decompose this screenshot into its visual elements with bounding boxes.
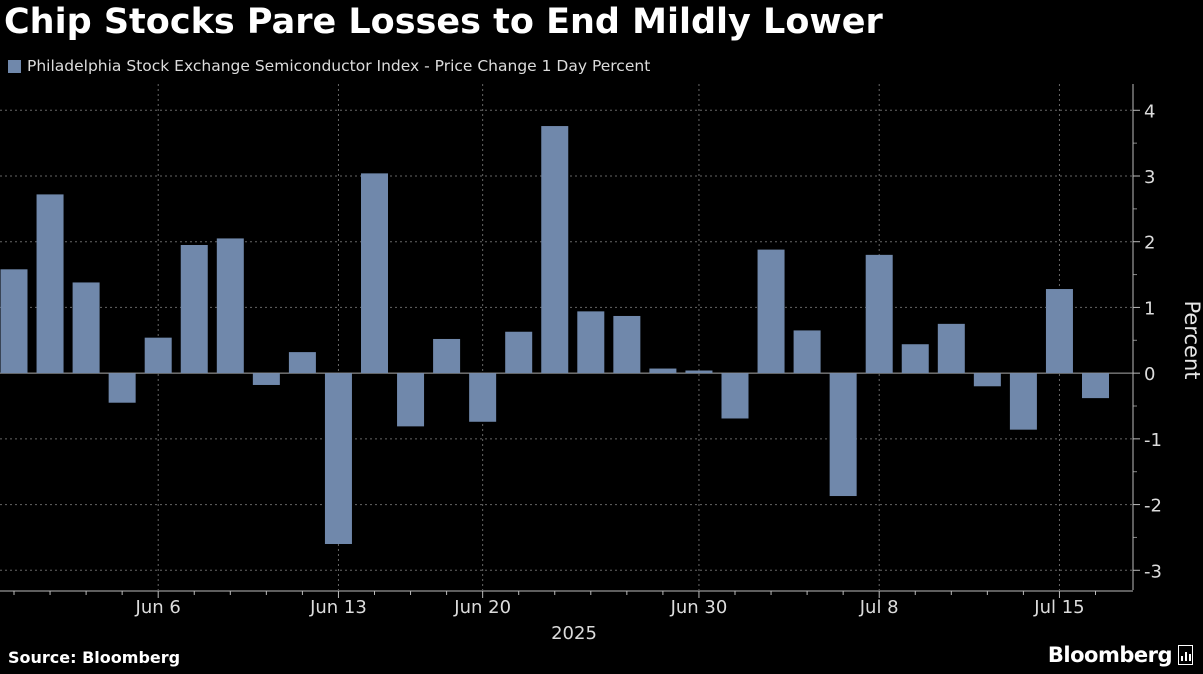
brand-name: Bloomberg bbox=[1047, 643, 1173, 667]
bloomberg-logo: Bloomberg bbox=[1048, 643, 1193, 667]
bar bbox=[1009, 373, 1037, 430]
y-tick-label: 0 bbox=[1144, 364, 1155, 385]
bar bbox=[613, 315, 641, 374]
bar bbox=[757, 249, 785, 374]
legend-swatch bbox=[8, 59, 21, 73]
bar bbox=[252, 373, 280, 385]
source-note: Source: Bloomberg bbox=[8, 648, 181, 667]
x-tick-label: Jul 15 bbox=[1033, 597, 1084, 618]
bar bbox=[216, 238, 244, 374]
x-tick-label: Jun 13 bbox=[309, 597, 367, 618]
bar bbox=[0, 269, 28, 374]
bar bbox=[865, 254, 893, 374]
bloomberg-mark-icon bbox=[1178, 645, 1193, 665]
legend-label: Philadelphia Stock Exchange Semiconducto… bbox=[27, 57, 651, 75]
bar bbox=[397, 373, 425, 427]
bar bbox=[937, 323, 965, 374]
chart-title: Chip Stocks Pare Losses to End Mildly Lo… bbox=[4, 2, 883, 42]
x-axis-label: 2025 bbox=[551, 623, 597, 644]
bar bbox=[433, 338, 461, 374]
bar bbox=[541, 126, 569, 374]
bar bbox=[108, 373, 136, 403]
bar bbox=[180, 245, 208, 374]
bar bbox=[361, 173, 388, 374]
bar bbox=[901, 344, 929, 374]
x-tick-label: Jun 20 bbox=[453, 597, 511, 618]
x-tick-label: Jul 8 bbox=[859, 597, 899, 618]
y-tick-label: 3 bbox=[1144, 167, 1155, 188]
bar bbox=[829, 373, 857, 497]
y-axis-title: Percent bbox=[1180, 300, 1203, 379]
bar bbox=[469, 373, 497, 422]
y-tick-label: -1 bbox=[1144, 430, 1162, 451]
y-tick-label: 2 bbox=[1144, 233, 1155, 254]
bar bbox=[36, 194, 64, 374]
bar bbox=[288, 352, 316, 374]
legend: Philadelphia Stock Exchange Semiconducto… bbox=[8, 57, 650, 75]
y-tick-label: -2 bbox=[1144, 496, 1162, 517]
bar bbox=[685, 370, 713, 374]
bar bbox=[577, 311, 605, 374]
y-tick-label: 4 bbox=[1144, 101, 1155, 122]
x-tick-label: Jun 6 bbox=[135, 597, 181, 618]
x-tick-label: Jun 30 bbox=[670, 597, 728, 618]
bar bbox=[721, 373, 749, 419]
bar bbox=[973, 373, 1001, 387]
bar bbox=[1045, 289, 1073, 374]
y-tick-label: -3 bbox=[1144, 561, 1162, 582]
bar bbox=[1082, 373, 1109, 399]
bar bbox=[793, 330, 821, 374]
bar bbox=[324, 373, 352, 544]
y-tick-label: 1 bbox=[1144, 298, 1155, 319]
bar bbox=[649, 368, 677, 374]
bar bbox=[144, 337, 172, 374]
bar bbox=[72, 282, 100, 374]
bar bbox=[505, 331, 533, 374]
